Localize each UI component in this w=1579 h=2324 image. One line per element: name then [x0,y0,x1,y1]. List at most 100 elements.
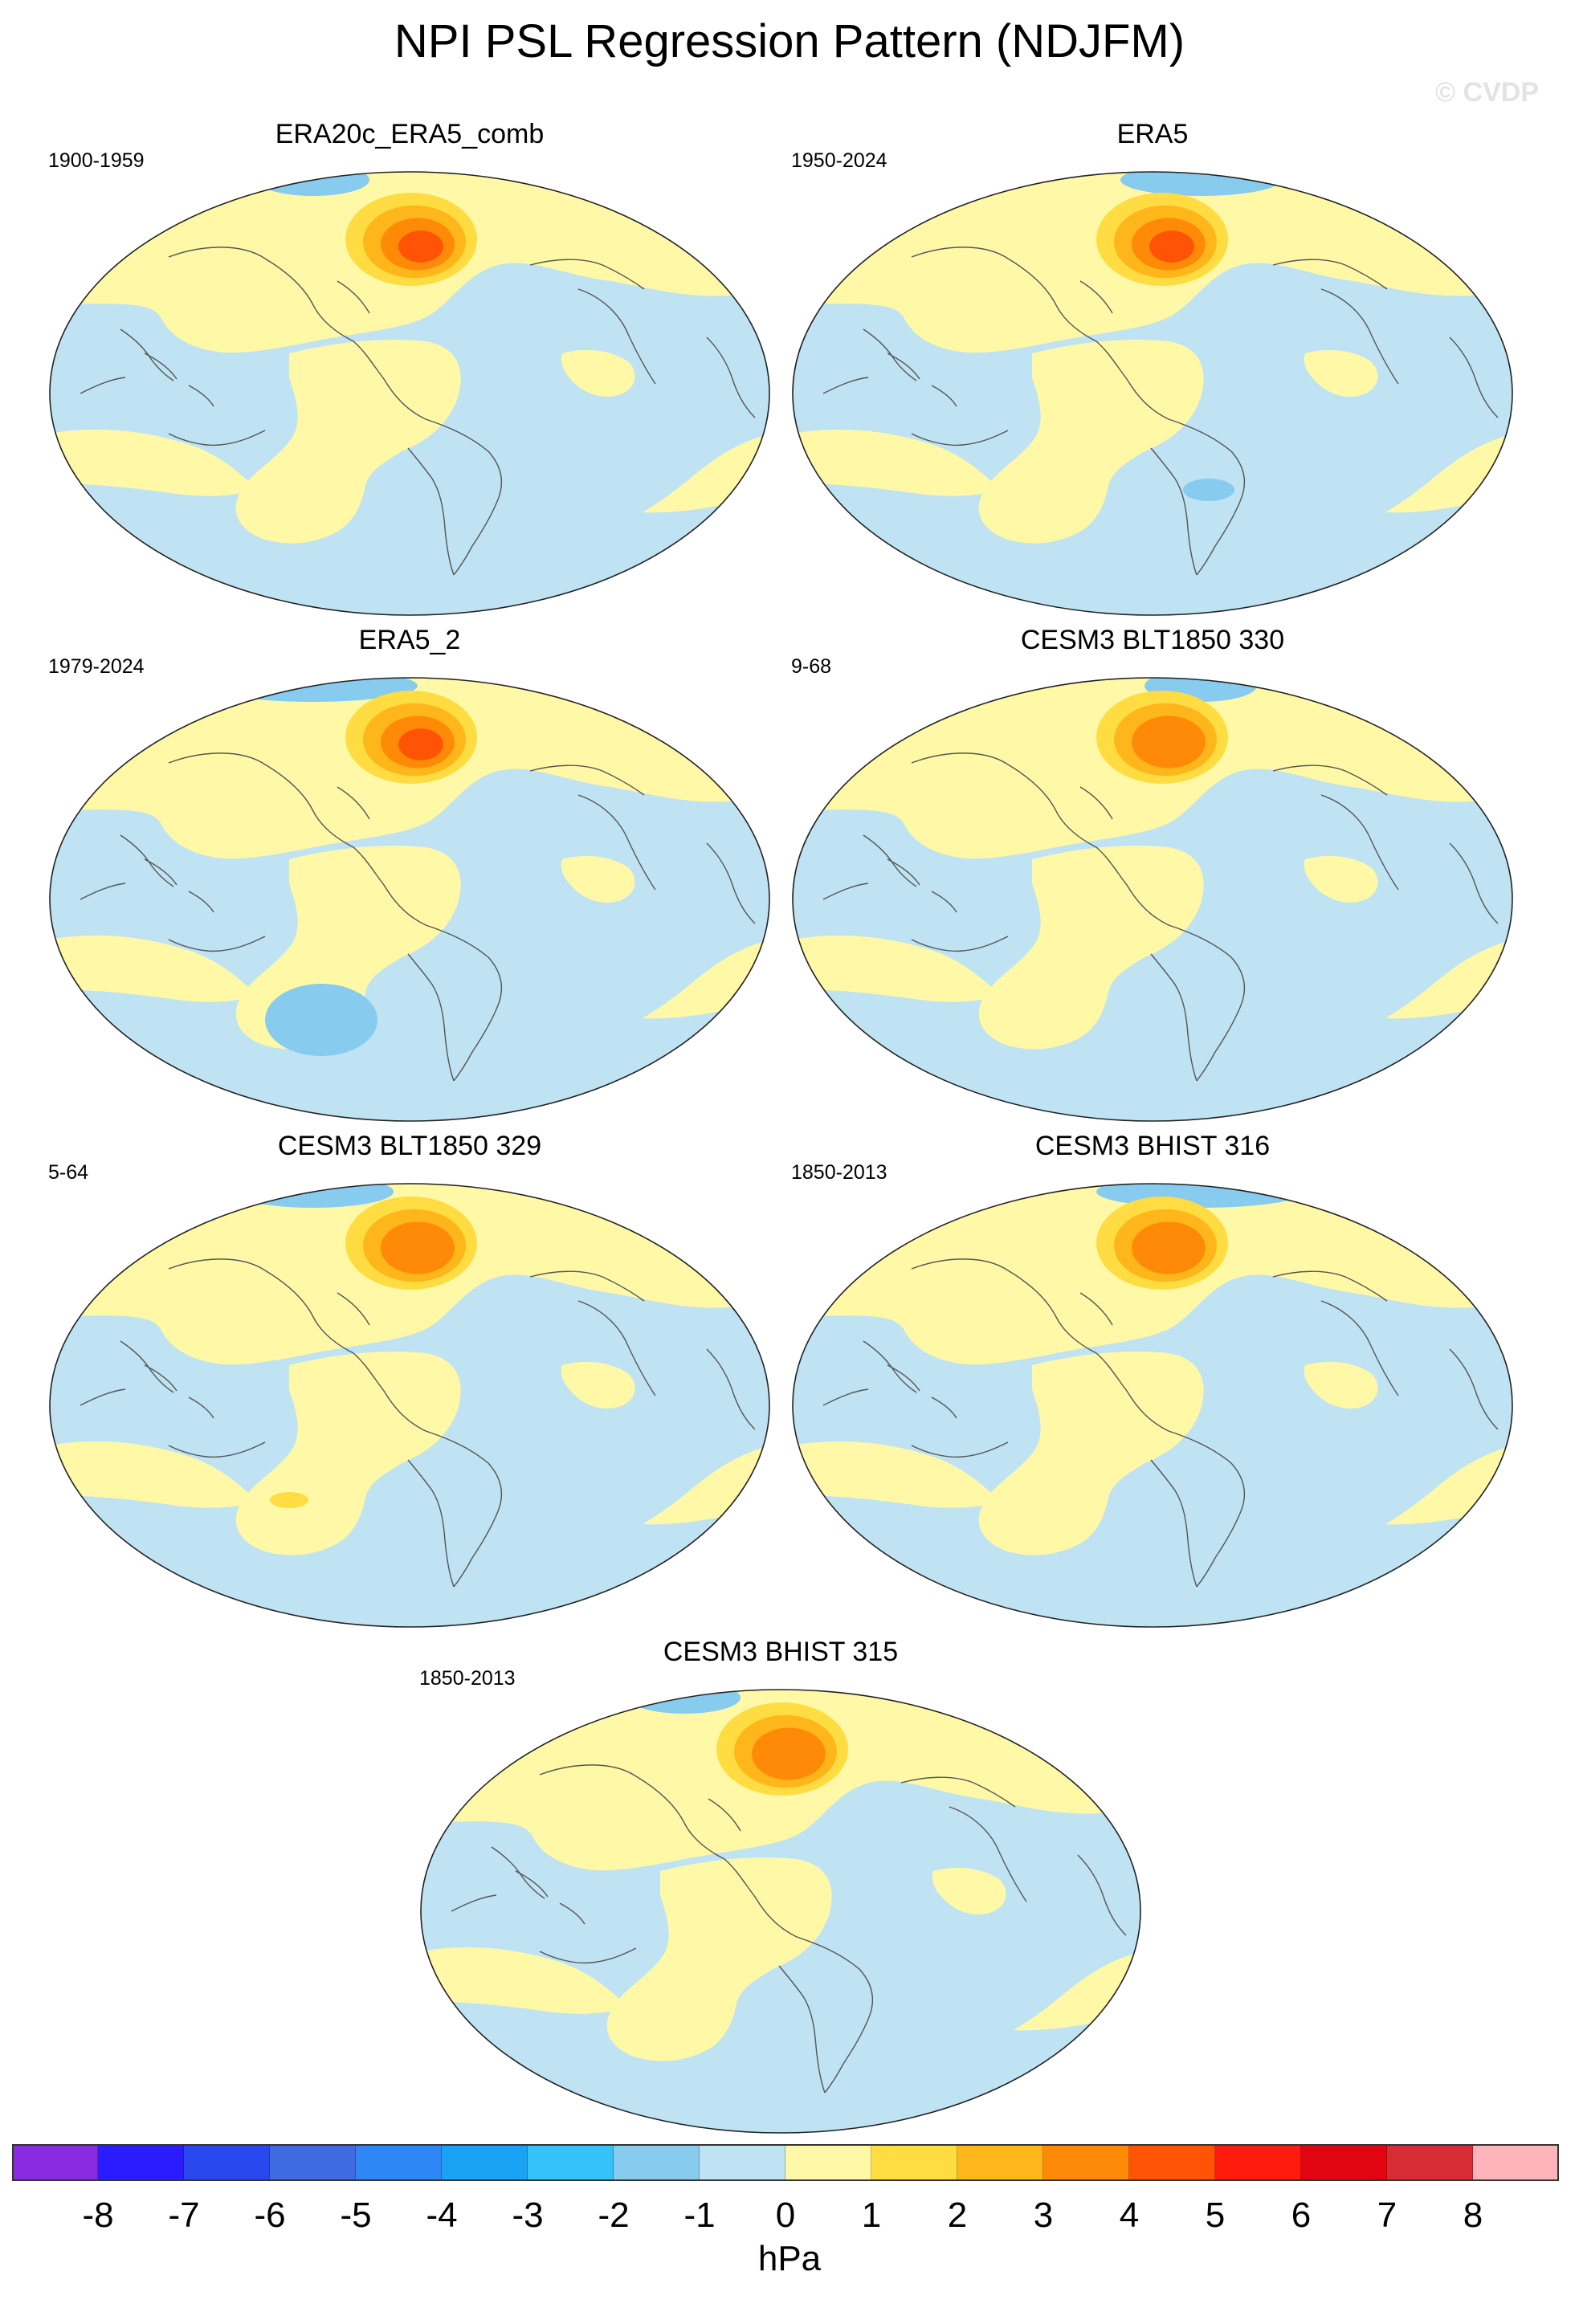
coastline [407,447,455,576]
coastline [1320,1300,1399,1396]
colorbar-segment [442,2144,528,2181]
colorbar-tick-label: -2 [598,2196,630,2235]
panel-title: ERA20c_ERA5_comb [275,119,545,149]
colorbar-tick-label: -8 [82,2196,114,2235]
coastline [1150,1459,1198,1588]
arctic-low-contour [1120,172,1281,196]
map-outline [49,1183,770,1628]
colorbar-segment [528,2144,614,2181]
coastline [1079,786,1113,820]
colorbar-segment [871,2144,957,2181]
coastline [863,1340,917,1393]
coastline [1272,764,1388,796]
colorbar-segment [1043,2144,1129,2181]
coastline [120,834,174,887]
coastline [168,936,266,952]
panel-period: 1850-2013 [791,1161,887,1184]
positive-anomaly-region [932,1867,1006,1915]
aleutian-high-contour [398,230,443,263]
positive-anomaly-region [561,855,635,903]
coastline [529,764,645,796]
colorbar-segment [1301,2144,1387,2181]
coastline [451,1894,497,1912]
colorbar-tick-label: -6 [254,2196,286,2235]
colorbar-segment [356,2144,442,2181]
coastline [1079,1292,1113,1326]
aleutian-high-contour [752,1727,826,1780]
colorbar-tick-label: -5 [340,2196,372,2235]
map-outline [420,1689,1141,2134]
coastline [337,786,370,820]
southern-ocean-low-contour [1183,479,1234,501]
panel-period: 5-64 [48,1161,89,1184]
coastline [708,1798,741,1832]
aleutian-high-contour [1132,1221,1206,1274]
coastline [949,1806,1027,1902]
map-panel: ERA5 1950-2024 [791,119,1514,625]
coastline [529,1270,645,1302]
positive-anomaly-region [561,349,635,398]
coastline [407,1459,455,1588]
colorbar-tick-label: -7 [168,2196,200,2235]
coastline [911,936,1009,952]
positive-anomaly-region [50,430,257,496]
map-panel: CESM3 BHIST 316 1850-2013 [791,1131,1514,1637]
panel-period: 1850-2013 [419,1667,516,1690]
coastline [1449,336,1499,418]
aleutian-high-contour [1132,716,1206,769]
figure-title: NPI PSL Regression Pattern (NDJFM) [394,15,1185,67]
coastline [911,1441,1009,1458]
colorbar-segment [957,2144,1043,2181]
map-panel: ERA20c_ERA5_comb 1900-1959 [48,119,771,625]
world-map [49,171,770,616]
positive-anomaly-region [978,1352,1204,1555]
panel-title: ERA5 [1116,119,1189,149]
world-map [49,677,770,1122]
southern-ocean-low-contour [265,984,377,1056]
panel-period: 1950-2024 [791,149,887,172]
map-panel: ERA5_2 1979-2024 [48,625,771,1131]
panel-title: CESM3 BLT1850 329 [277,1131,542,1161]
panel-period: 1900-1959 [48,149,145,172]
panel-period: 9-68 [791,655,832,678]
coastline [900,1776,1016,1808]
colorbar-segment [270,2144,356,2181]
coastline [1079,280,1113,314]
colorbar-segment [614,2144,700,2181]
positive-anomaly-region [793,430,1000,496]
aleutian-high-contour [381,1221,455,1274]
map-panel: CESM3 BLT1850 329 5-64 [48,1131,771,1637]
coastline [168,430,266,446]
panel-title: CESM3 BHIST 315 [663,1637,899,1667]
positive-anomaly-region [978,340,1204,544]
coastline [539,1764,874,2094]
colorbar: hPa -8 -7 -6 -5 -4 -3 -2 -1 0 1 2 3 4 5 6 7 8 [0,2120,1579,2324]
panel-title: CESM3 BHIST 316 [1034,1131,1271,1161]
positive-anomaly-region [1304,855,1378,903]
colorbar-tick-label: 8 [1463,2196,1483,2235]
map-outline [49,171,770,616]
map-outline [792,677,1513,1122]
coastline [577,1300,656,1396]
world-map [420,1689,1141,2134]
coastline [822,1388,869,1406]
colorbar-segment [1129,2144,1215,2181]
positive-anomaly-region [793,1441,1000,1508]
colorbar-tick-label: 2 [947,2196,968,2235]
coastline [1320,794,1399,891]
panel-title: ERA5_2 [358,625,461,655]
coastline [80,1388,126,1406]
cvdp-watermark: © CVDP [1435,77,1539,108]
coastline [1449,1348,1499,1430]
world-map [792,171,1513,616]
colorbar-segment [700,2144,785,2181]
map-outline [792,1183,1513,1628]
map-panel: CESM3 BLT1850 330 9-68 [791,625,1514,1131]
colorbar-tick-label: -1 [683,2196,716,2235]
map-outline [792,171,1513,616]
map-panel: CESM3 BHIST 315 1850-2013 [419,1637,1142,2143]
coastline [80,377,126,394]
southern-high-contour [270,1492,308,1508]
coastline [80,883,126,900]
coastline [1077,1854,1127,1936]
